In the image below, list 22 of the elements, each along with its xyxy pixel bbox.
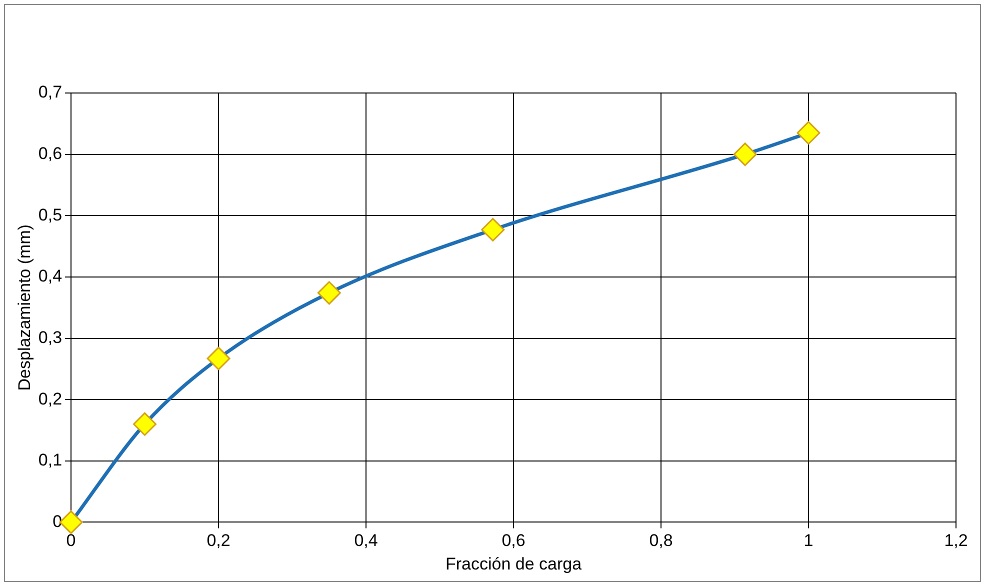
x-tick-label: 1,2 xyxy=(944,531,968,550)
point xyxy=(733,142,757,166)
point xyxy=(481,218,505,242)
y-axis-title: Desplazamiento (mm) xyxy=(14,224,34,391)
x-tick-label: 0,6 xyxy=(502,531,526,550)
y-tick-label: 0,3 xyxy=(38,328,62,347)
y-tick-label: 0,2 xyxy=(38,389,62,408)
y-tick-label: 0,4 xyxy=(38,266,62,286)
x-tick-label: 0 xyxy=(66,531,76,550)
x-tick-label: 0,4 xyxy=(354,531,378,550)
y-tick-label: 0,6 xyxy=(38,144,62,163)
x-tick-label: 0,8 xyxy=(649,531,673,550)
x-tick-label: 0,2 xyxy=(206,531,230,550)
y-tick-label: 0,1 xyxy=(38,450,62,470)
x-axis-title: Fracción de carga xyxy=(445,554,582,574)
point xyxy=(206,346,230,370)
y-tick-label: 0,5 xyxy=(38,205,62,224)
point xyxy=(133,412,157,436)
point xyxy=(317,281,341,305)
x-tick-label: 1 xyxy=(804,531,814,550)
point xyxy=(796,121,820,145)
y-tick-label: 0,7 xyxy=(38,82,62,102)
